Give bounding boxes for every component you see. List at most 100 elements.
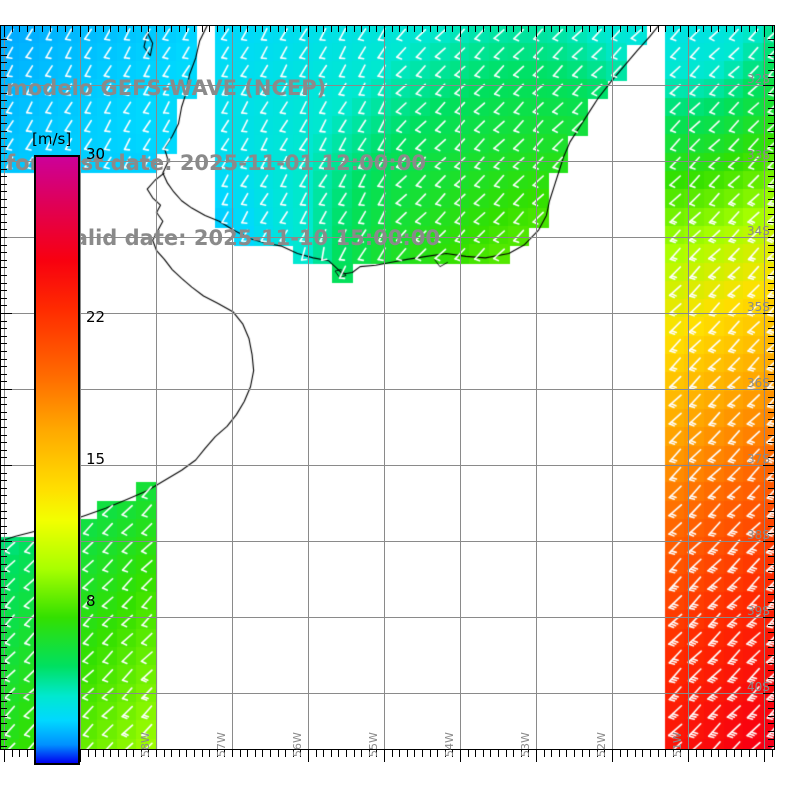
axis-tick [156,25,157,32]
axis-tick [768,305,775,306]
axis-tick [763,693,775,694]
axis-tick [768,427,775,428]
axis-tick [0,199,7,200]
axis-tick [141,750,142,757]
axis-tick [0,564,7,565]
axis-tick [768,222,775,223]
axis-tick [0,435,7,436]
axis-tick [369,750,370,757]
axis-tick [513,750,514,757]
axis-tick [688,25,689,37]
axis-tick [300,750,301,757]
axis-tick [521,25,522,32]
axis-tick [768,245,775,246]
colorbar-tick-label: 22 [86,307,106,326]
axis-tick [551,25,552,32]
axis-tick [0,55,7,56]
axis-tick [506,25,507,32]
axis-tick [293,750,294,757]
axis-tick [483,750,484,757]
axis-tick [285,750,286,757]
axis-tick [407,750,408,757]
axis-tick [490,750,491,757]
axis-tick [0,85,12,86]
axis-tick [673,25,674,32]
axis-tick [376,750,377,757]
colorbar-tick-label: 8 [86,592,96,611]
axis-tick [80,25,81,37]
axis-tick [34,25,35,32]
axis-tick [217,750,218,757]
axis-tick [0,587,7,588]
axis-tick [0,161,7,162]
axis-tick [0,138,7,139]
axis-tick [0,518,7,519]
axis-tick [399,750,400,757]
axis-tick [0,229,7,230]
axis-tick [763,617,775,618]
axis-tick [0,579,7,580]
axis-tick [703,750,704,757]
axis-tick [0,442,7,443]
axis-tick [749,750,750,757]
axis-tick [133,25,134,32]
axis-tick [768,533,775,534]
axis-tick [468,25,469,32]
axis-tick [768,404,775,405]
axis-tick [768,100,775,101]
axis-tick [768,290,775,291]
axis-tick [627,750,628,757]
axis-tick [0,647,7,648]
axis-tick [768,343,775,344]
axis-tick [763,389,775,390]
axis-tick [673,750,674,757]
axis-tick [612,25,613,37]
axis-tick [110,750,111,757]
axis-tick [19,750,20,757]
axis-tick [768,47,775,48]
latitude-label: 33S [747,148,770,162]
axis-tick [0,343,7,344]
axis-tick [0,169,7,170]
axis-tick [574,25,575,32]
axis-tick [768,495,775,496]
axis-tick [399,25,400,32]
axis-tick [768,229,775,230]
map-plot-area[interactable] [0,25,775,750]
axis-tick [768,564,775,565]
longitude-label: 53W [519,732,532,757]
axis-tick [0,640,7,641]
axis-tick [57,25,58,32]
axis-tick [209,750,210,757]
axis-tick [0,374,7,375]
axis-tick [376,25,377,32]
axis-tick [734,25,735,32]
axis-tick [103,750,104,757]
axis-tick [734,750,735,757]
axis-tick [468,750,469,757]
axis-tick [4,25,5,37]
axis-tick [460,750,461,762]
axis-tick [384,25,385,37]
axis-tick [414,750,415,757]
axis-tick [262,25,263,32]
axis-tick [247,750,248,757]
axis-tick [0,77,7,78]
axis-tick [763,465,775,466]
latitude-label: 32S [747,72,770,86]
axis-tick [513,25,514,32]
axis-tick [764,750,765,762]
axis-tick [768,397,775,398]
axis-tick [665,25,666,32]
axis-tick [338,750,339,757]
axis-tick [0,404,7,405]
axis-tick [768,62,775,63]
axis-tick [483,25,484,32]
axis-tick [12,25,13,32]
axis-tick [650,750,651,757]
axis-tick [726,750,727,757]
axis-tick [0,617,12,618]
axis-tick [224,750,225,757]
axis-tick [0,267,7,268]
axis-tick [0,488,7,489]
